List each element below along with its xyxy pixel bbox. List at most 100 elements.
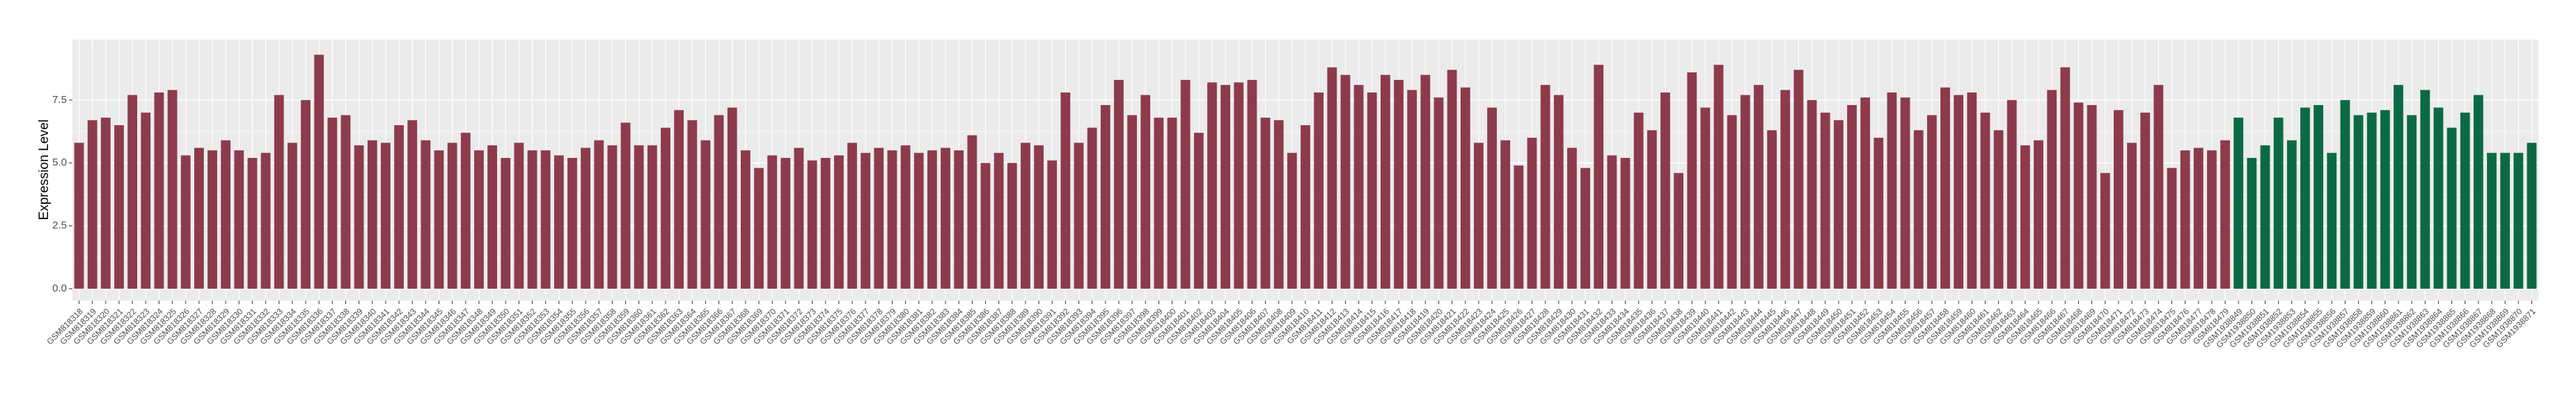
bar — [74, 143, 84, 289]
bar — [2420, 90, 2430, 289]
bar — [780, 157, 791, 289]
bar — [1353, 85, 1364, 289]
bar — [2340, 99, 2350, 289]
bar — [1713, 65, 1724, 289]
bar — [2527, 143, 2537, 289]
bar — [887, 150, 897, 289]
bar — [1220, 85, 1231, 289]
bar — [1553, 95, 1564, 289]
bar — [1527, 138, 1537, 289]
bar — [2034, 140, 2043, 289]
bar — [407, 120, 418, 289]
bar — [394, 125, 404, 289]
bar — [340, 115, 351, 289]
bar — [2314, 105, 2323, 289]
bar — [1273, 120, 1284, 289]
y-tick-label: 0.0 — [52, 282, 67, 294]
bar — [2473, 95, 2483, 289]
bar — [288, 143, 297, 289]
bar — [2153, 85, 2164, 289]
bar — [2366, 112, 2377, 289]
bar — [1127, 115, 1137, 289]
bar — [180, 155, 191, 289]
bar — [2353, 115, 2364, 289]
bar — [807, 160, 817, 289]
y-tick-label: 2.5 — [52, 220, 67, 232]
bar — [740, 150, 751, 289]
bar — [1234, 82, 1244, 289]
bar — [714, 115, 724, 289]
bar — [1034, 145, 1044, 289]
bar — [874, 147, 884, 289]
bar — [2394, 85, 2403, 289]
bar — [927, 150, 937, 289]
bar — [581, 147, 591, 289]
bar — [2433, 107, 2444, 289]
bar — [2407, 115, 2417, 289]
bar — [1100, 105, 1110, 289]
bar — [727, 107, 737, 289]
bar — [794, 147, 804, 289]
bar — [2273, 118, 2284, 289]
bar — [301, 99, 311, 289]
bar — [767, 155, 778, 289]
bar — [687, 120, 698, 289]
bar — [1154, 118, 1164, 289]
bar — [900, 145, 911, 289]
bar — [1754, 85, 1764, 289]
bar — [2100, 173, 2110, 289]
bar — [967, 135, 977, 289]
bar — [1447, 70, 1457, 289]
bar — [1833, 120, 1844, 289]
bar — [1060, 92, 1071, 289]
bar — [1474, 143, 1484, 289]
bar — [1900, 97, 1910, 289]
bar — [2460, 112, 2470, 289]
bar — [154, 92, 164, 289]
bar — [634, 145, 644, 289]
bar — [1887, 92, 1897, 289]
bar — [1967, 92, 1977, 289]
bar — [1647, 130, 1657, 289]
bar — [847, 143, 857, 289]
bar — [1487, 107, 1497, 289]
bar — [2500, 152, 2511, 289]
bar — [1913, 130, 1924, 289]
bar — [487, 145, 497, 289]
bar — [1314, 92, 1324, 289]
bar — [540, 150, 551, 289]
bar — [527, 150, 537, 289]
bar — [2447, 127, 2457, 289]
bar — [514, 143, 524, 289]
bar — [1367, 92, 1377, 289]
bar — [1500, 140, 1511, 289]
bar — [2087, 105, 2097, 289]
bar — [700, 140, 711, 289]
bar — [114, 125, 124, 289]
bar — [1860, 97, 1871, 289]
bar — [354, 145, 364, 289]
bar — [2140, 112, 2151, 289]
bar — [2073, 102, 2084, 289]
bar — [474, 150, 484, 289]
bar — [1540, 85, 1550, 289]
bar — [1074, 143, 1084, 289]
bar — [1660, 92, 1670, 289]
bar — [2114, 110, 2123, 289]
axes: 0.02.55.07.5GSM818318GSM818319GSM818320G… — [45, 94, 2538, 350]
bar — [754, 168, 764, 289]
bar — [1514, 165, 1524, 289]
bar — [207, 150, 217, 289]
bar — [1993, 130, 2004, 289]
bar — [1674, 173, 1683, 289]
bar — [260, 152, 271, 289]
bar — [1180, 79, 1191, 289]
bar — [1980, 112, 1990, 289]
bar — [194, 147, 204, 289]
bar — [1874, 138, 1884, 289]
bar — [447, 143, 457, 289]
bar — [1793, 70, 1804, 289]
bar — [2207, 150, 2217, 289]
bar — [1567, 147, 1577, 289]
